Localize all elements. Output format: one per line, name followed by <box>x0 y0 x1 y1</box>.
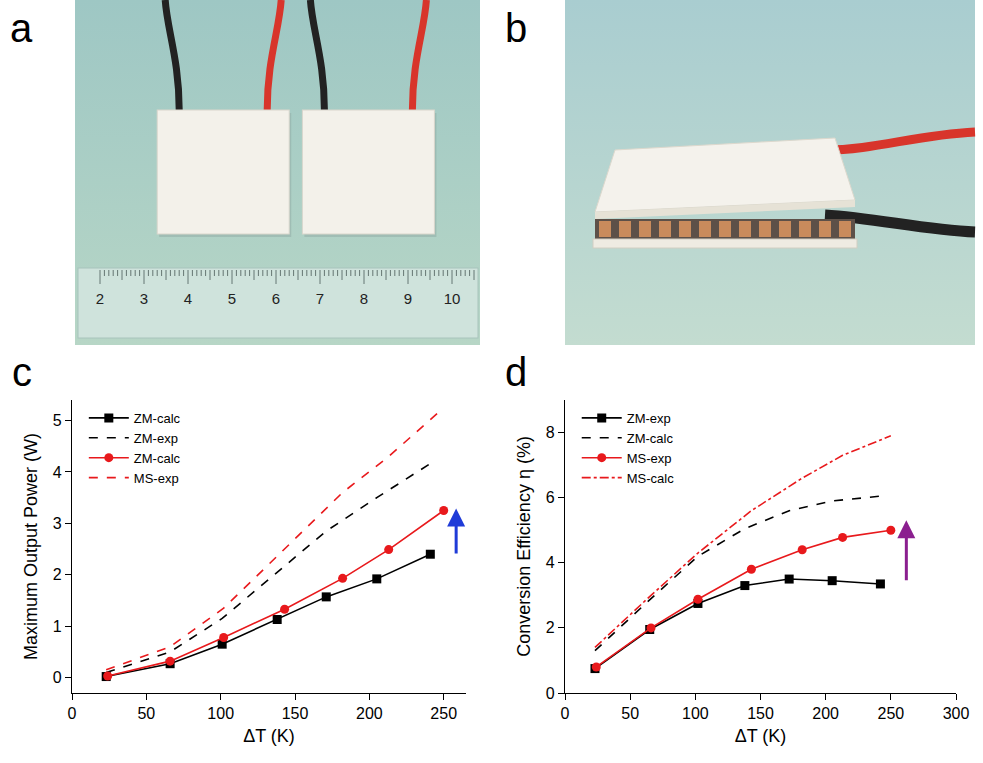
svg-text:4: 4 <box>546 554 555 571</box>
svg-text:2: 2 <box>53 566 62 583</box>
svg-text:4: 4 <box>53 464 62 481</box>
svg-text:10: 10 <box>444 290 461 307</box>
svg-text:Maximum Output Power (W): Maximum Output Power (W) <box>21 433 41 660</box>
html-text:b: b <box>505 6 528 50</box>
svg-text:4: 4 <box>184 290 192 307</box>
svg-text:ZM-calc: ZM-calc <box>627 431 674 446</box>
svg-text:200: 200 <box>812 705 839 722</box>
svg-text:150: 150 <box>282 705 309 722</box>
svg-text:ΔT (K): ΔT (K) <box>735 726 787 746</box>
svg-text:ZM-exp: ZM-exp <box>134 431 178 446</box>
svg-text:100: 100 <box>207 705 234 722</box>
svg-text:250: 250 <box>430 705 457 722</box>
svg-text:0: 0 <box>68 705 77 722</box>
svg-text:Conversion Efficiency η (%): Conversion Efficiency η (%) <box>514 436 534 657</box>
svg-text:50: 50 <box>621 705 639 722</box>
svg-text:5: 5 <box>228 290 236 307</box>
svg-text:150: 150 <box>747 705 774 722</box>
svg-text:MS-exp: MS-exp <box>134 471 179 486</box>
svg-text:1: 1 <box>53 618 62 635</box>
svg-text:0: 0 <box>53 669 62 686</box>
html-text:a: a <box>10 6 33 50</box>
svg-text:5: 5 <box>53 412 62 429</box>
svg-text:9: 9 <box>404 290 412 307</box>
svg-text:250: 250 <box>877 705 904 722</box>
svg-text:3: 3 <box>53 515 62 532</box>
svg-text:ZM-exp: ZM-exp <box>627 411 671 426</box>
svg-text:8: 8 <box>546 424 555 441</box>
svg-text:50: 50 <box>137 705 155 722</box>
svg-text:0: 0 <box>546 685 555 702</box>
html-text:d: d <box>505 350 528 394</box>
svg-text:200: 200 <box>356 705 383 722</box>
svg-text:MS-calc: MS-calc <box>627 471 674 486</box>
svg-text:2: 2 <box>546 619 555 636</box>
svg-text:300: 300 <box>943 705 970 722</box>
svg-text:3: 3 <box>140 290 148 307</box>
svg-text:6: 6 <box>546 489 555 506</box>
html-text:c: c <box>12 350 32 394</box>
svg-text:100: 100 <box>682 705 709 722</box>
svg-text:8: 8 <box>360 290 368 307</box>
svg-text:ΔT (K): ΔT (K) <box>243 726 295 746</box>
svg-text:ZM-calc: ZM-calc <box>134 451 181 466</box>
svg-text:0: 0 <box>561 705 570 722</box>
svg-text:6: 6 <box>272 290 280 307</box>
svg-text:ZM-calc: ZM-calc <box>134 411 181 426</box>
svg-text:7: 7 <box>316 290 324 307</box>
svg-text:2: 2 <box>96 290 104 307</box>
svg-text:MS-exp: MS-exp <box>627 451 672 466</box>
